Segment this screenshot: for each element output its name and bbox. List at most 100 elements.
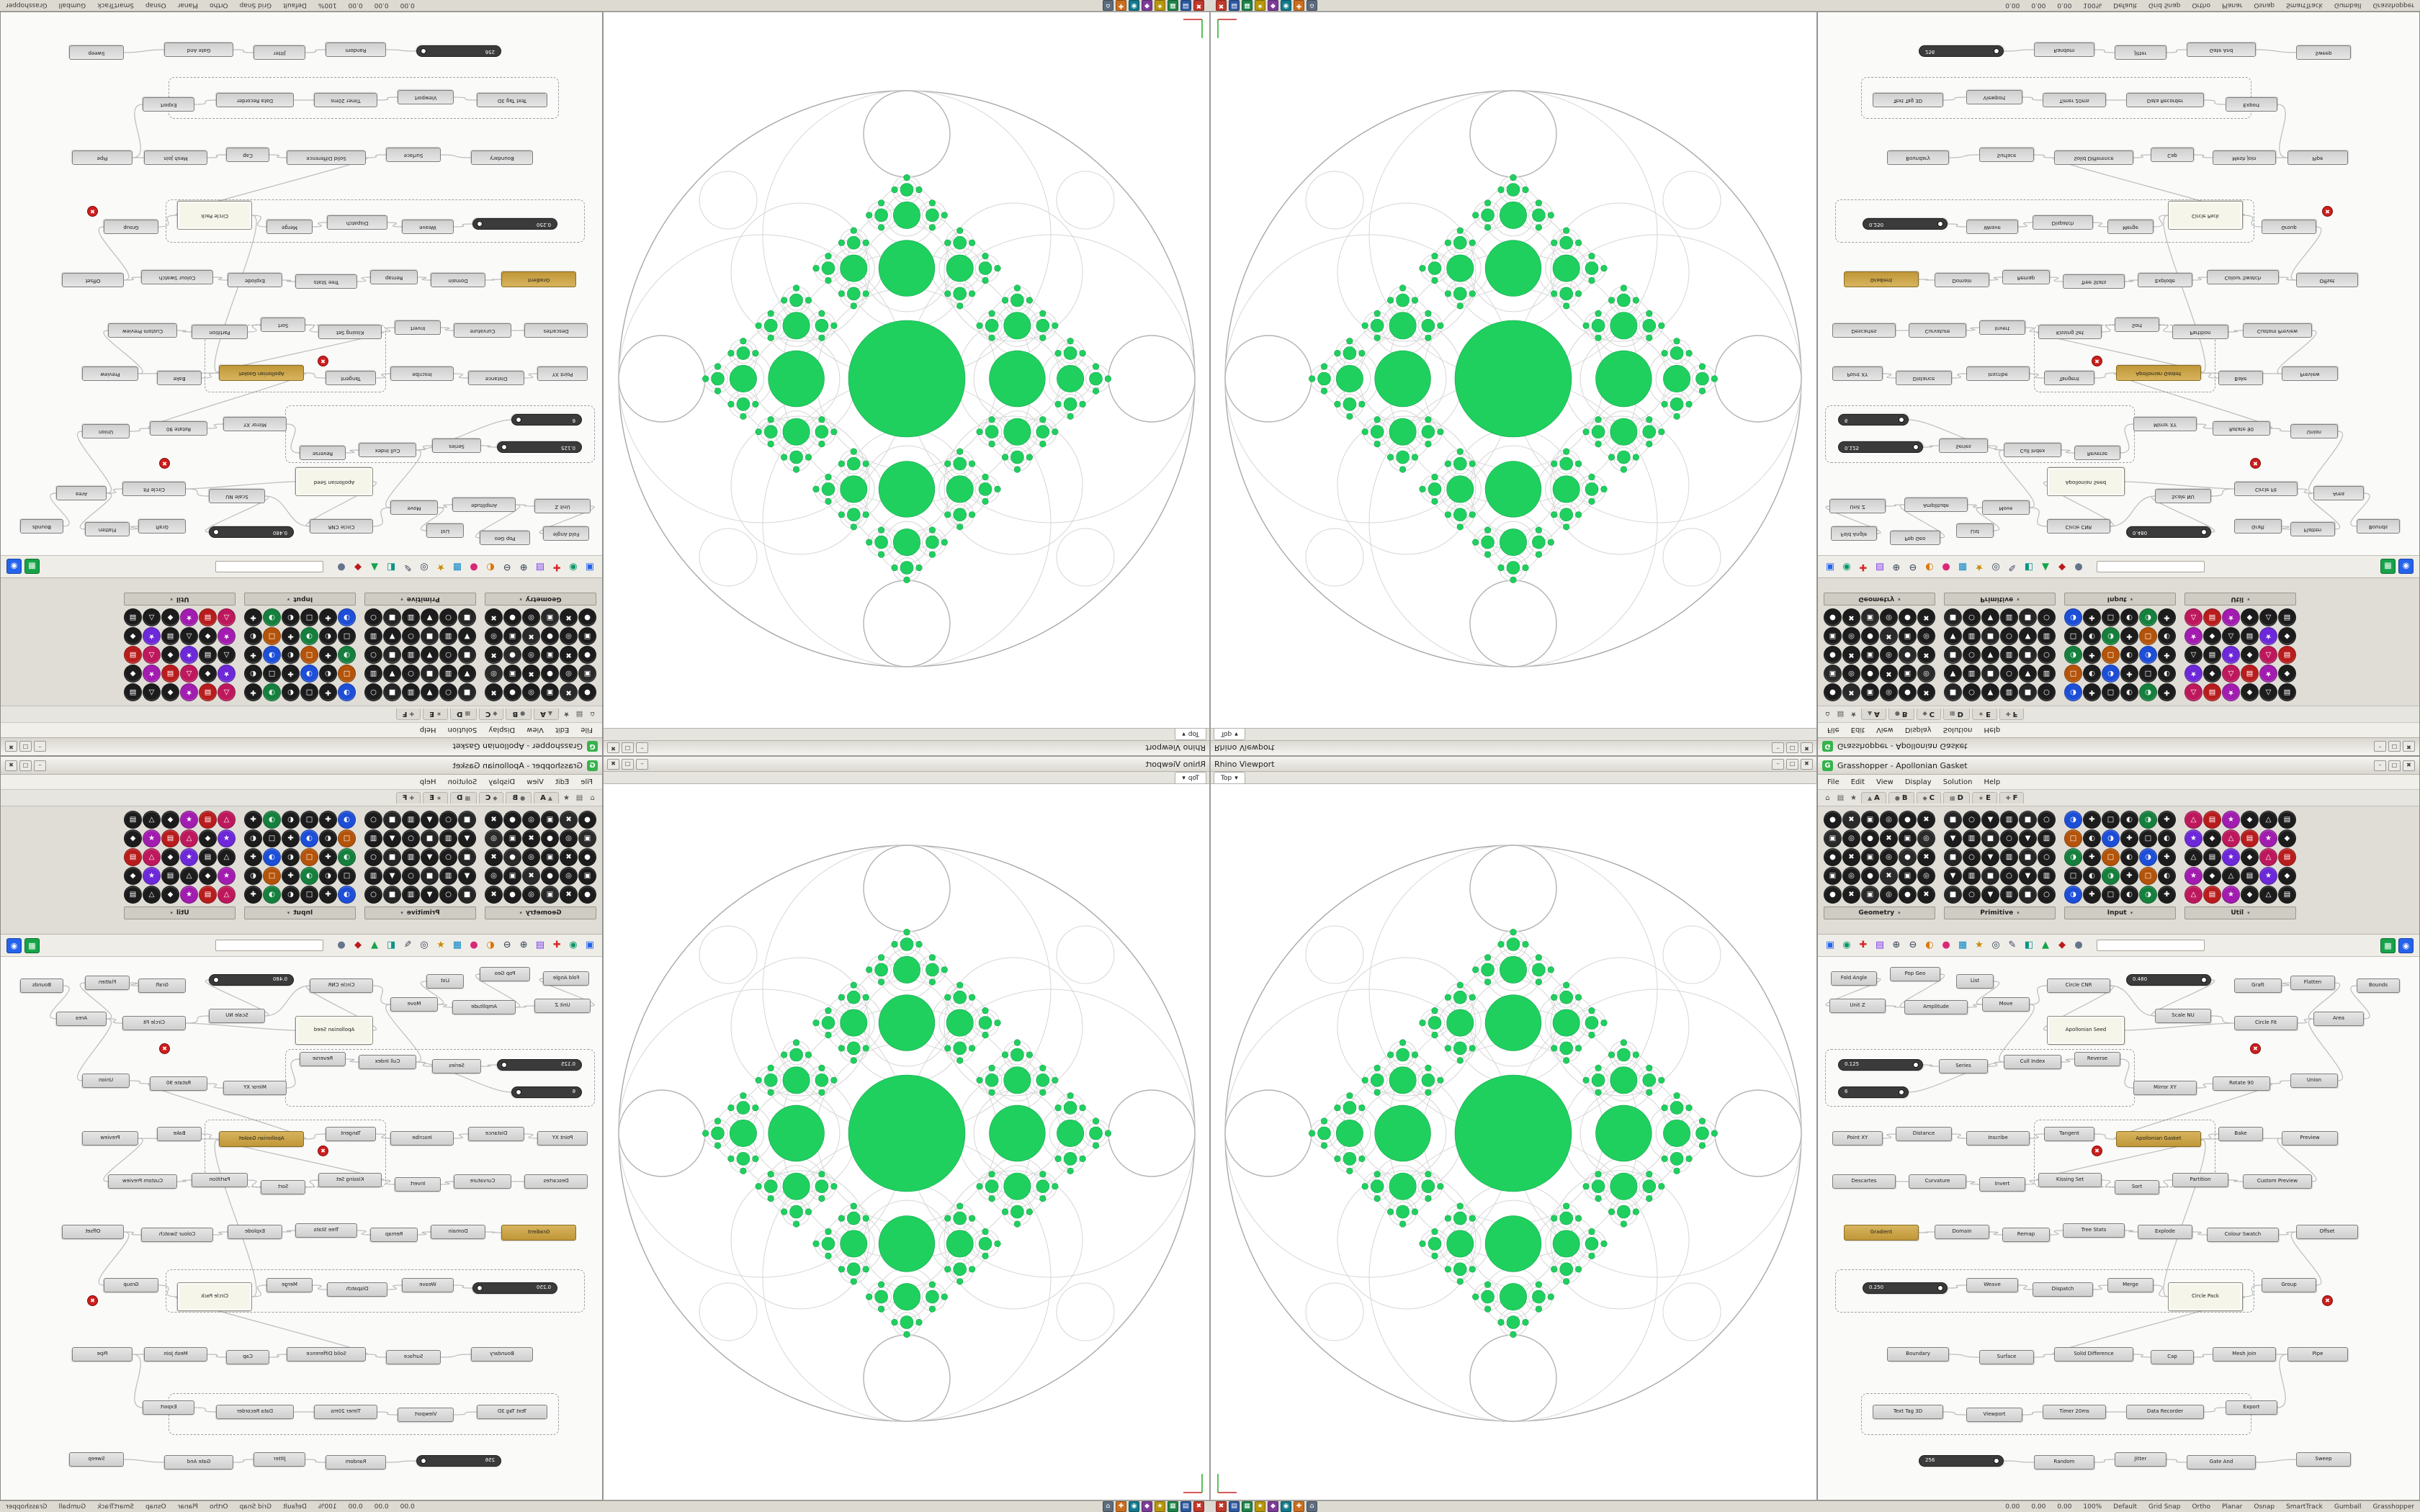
component-icon[interactable]: ○ (1963, 886, 1981, 904)
node-canvas[interactable]: Fold Angle Pop Geo List Unit Z Amplitude Move… (1818, 957, 2419, 1500)
toolbar-icon-5[interactable]: ⊖ (1909, 562, 1917, 572)
gh-node[interactable]: Explode (228, 1225, 282, 1239)
gh-node[interactable]: Preview (2282, 1131, 2338, 1146)
component-icon[interactable]: ★ (2259, 665, 2277, 683)
component-icon[interactable]: ▣ (1899, 627, 1917, 645)
component-icon[interactable]: ▼ (1981, 811, 1999, 829)
component-icon[interactable]: □ (338, 665, 356, 683)
gh-node[interactable]: Graft (138, 978, 186, 993)
viewport-canvas[interactable] (604, 784, 1209, 1500)
component-icon[interactable]: ◆ (2241, 646, 2259, 664)
component-icon[interactable]: ▣ (1861, 646, 1879, 664)
component-tab-c[interactable]: ◆ C (478, 708, 504, 720)
gh-node[interactable]: Kissing Set (2038, 1173, 2102, 1187)
gh-node[interactable]: Data Recorder (2126, 1405, 2204, 1419)
gh-node[interactable]: Data Recorder (216, 93, 294, 107)
component-icon[interactable]: ✚ (2083, 848, 2101, 866)
component-icon[interactable]: ▤ (124, 683, 142, 701)
component-icon[interactable]: ◑ (2139, 811, 2157, 829)
component-icon[interactable]: ✖ (485, 646, 503, 664)
component-icon[interactable]: ✖ (522, 627, 540, 645)
grasshopper-titlebar[interactable]: G Grasshopper - Apollonian Gasket – □ ✖ (1818, 757, 2419, 775)
gh-node[interactable]: Graft (138, 519, 186, 534)
menu-item-display[interactable]: Display (488, 726, 516, 734)
component-icon[interactable]: ◎ (1880, 848, 1898, 866)
component-icon[interactable]: ● (578, 646, 596, 664)
component-icon[interactable]: ★ (180, 811, 198, 829)
toolbar-icon-13[interactable]: ▲ (2042, 562, 2049, 572)
component-icon[interactable]: ■ (383, 811, 401, 829)
component-icon[interactable]: ◎ (1842, 829, 1860, 847)
component-icon[interactable]: ▤ (2241, 867, 2259, 885)
gh-node[interactable]: Solid Difference (2054, 1347, 2133, 1362)
component-icon[interactable]: ○ (2000, 867, 2018, 885)
gh-node[interactable]: Unit Z (1829, 499, 1886, 513)
component-icon[interactable]: ✖ (560, 608, 578, 626)
component-icon[interactable]: ★ (2184, 665, 2202, 683)
gh-node[interactable]: Custom Preview (108, 1174, 177, 1189)
window-button-close[interactable]: ✖ (2403, 760, 2415, 771)
gh-node[interactable]: Descartes (1832, 1174, 1896, 1189)
error-badge[interactable]: ✖ (159, 458, 170, 469)
component-icon[interactable]: ✚ (2158, 848, 2176, 866)
component-icon[interactable]: ★ (2222, 811, 2240, 829)
component-icon[interactable]: ✚ (319, 646, 337, 664)
gh-node[interactable]: Curvature (454, 323, 511, 338)
gh-node[interactable]: Circle Pack (2168, 201, 2243, 230)
component-icon[interactable]: ▤ (161, 627, 179, 645)
canvas-search-input[interactable] (2097, 561, 2205, 572)
component-icon[interactable]: ◐ (282, 886, 300, 904)
gh-node[interactable]: Curvature (454, 1174, 511, 1189)
gh-node[interactable]: Mirror XY (2133, 417, 2197, 431)
gh-node[interactable]: Dispatch (327, 215, 387, 230)
component-icon[interactable]: ◑ (338, 646, 356, 664)
component-icon[interactable]: ● (541, 627, 559, 645)
component-icon[interactable]: ▣ (503, 867, 521, 885)
component-icon[interactable]: ◐ (244, 627, 262, 645)
component-icon[interactable]: ◐ (282, 683, 300, 701)
component-icon[interactable]: ◎ (1880, 811, 1898, 829)
tabbar-icon-2[interactable]: ★ (563, 710, 570, 719)
component-icon[interactable]: ○ (1963, 608, 1981, 626)
component-icon[interactable]: △ (180, 627, 198, 645)
component-icon[interactable]: △ (143, 683, 161, 701)
gh-node[interactable]: Descartes (1832, 323, 1896, 338)
toolbar-icon-15[interactable]: ● (337, 940, 346, 950)
component-icon[interactable]: ▥ (1963, 829, 1981, 847)
gh-node[interactable]: Cap (226, 148, 269, 162)
gh-node[interactable]: 0.250 (1863, 1282, 1948, 1294)
gh-node[interactable]: 256 (1919, 1455, 2004, 1467)
error-badge[interactable]: ✖ (2322, 1295, 2333, 1306)
menu-item-solution[interactable]: Solution (1942, 726, 1973, 734)
gh-node[interactable]: Circle Pack (177, 1282, 252, 1311)
panel-name-primitive[interactable]: Primitive ▾ (1944, 906, 2056, 919)
component-icon[interactable]: ○ (2000, 829, 2018, 847)
panel-name-util[interactable]: Util ▾ (2184, 906, 2296, 919)
toolbar-icon-13[interactable]: ▲ (371, 940, 378, 950)
component-icon[interactable]: ● (503, 886, 521, 904)
component-icon[interactable]: ▼ (2019, 627, 2037, 645)
gh-node[interactable]: Mesh Join (144, 1347, 207, 1362)
gh-node[interactable]: Partition (2172, 325, 2228, 339)
component-icon[interactable]: ◎ (522, 646, 540, 664)
gh-node[interactable]: Explode (2138, 273, 2192, 287)
gh-node[interactable]: 6 (1838, 414, 1909, 426)
gh-node[interactable]: Flatten (2290, 976, 2335, 990)
component-icon[interactable]: ✚ (2083, 683, 2101, 701)
component-icon[interactable]: ▥ (2038, 665, 2056, 683)
menu-item-display[interactable]: Display (488, 778, 516, 786)
component-icon[interactable]: ▼ (383, 627, 401, 645)
component-icon[interactable]: ★ (218, 665, 236, 683)
component-tab-a[interactable]: ▲ A (1861, 792, 1886, 804)
menu-item-view[interactable]: View (1876, 778, 1894, 786)
component-icon[interactable]: ◆ (2241, 886, 2259, 904)
menu-item-solution[interactable]: Solution (447, 778, 478, 786)
toolbar-right-button-1[interactable]: ◉ (6, 937, 22, 953)
gh-node[interactable]: Gate And (164, 42, 233, 57)
component-icon[interactable]: ◑ (263, 886, 281, 904)
component-icon[interactable]: ▣ (578, 665, 596, 683)
component-tab-b[interactable]: ● B (1888, 708, 1914, 720)
gh-node[interactable]: Inscribe (390, 1131, 454, 1146)
gh-node[interactable]: Distance (1896, 371, 1952, 385)
component-icon[interactable]: ◆ (199, 829, 217, 847)
